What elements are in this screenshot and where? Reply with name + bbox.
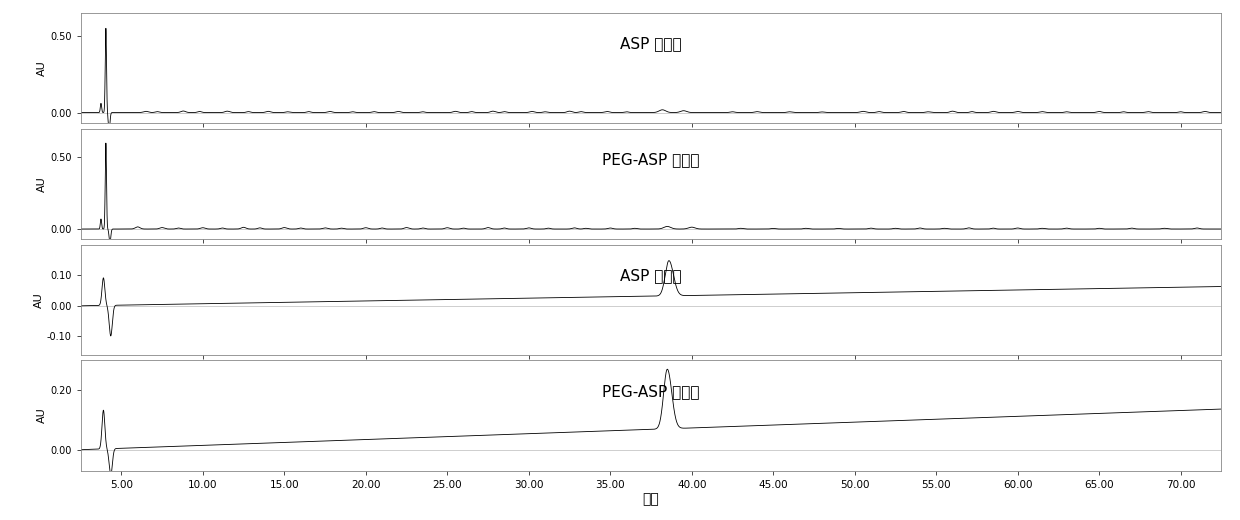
- X-axis label: 分钟: 分钟: [642, 492, 660, 506]
- Text: ASP 酶解前: ASP 酶解前: [620, 268, 682, 283]
- Y-axis label: AU: AU: [37, 408, 47, 423]
- Y-axis label: AU: AU: [37, 176, 47, 192]
- Text: PEG-ASP 酶解前: PEG-ASP 酶解前: [603, 384, 699, 399]
- Text: PEG-ASP 酶解后: PEG-ASP 酶解后: [603, 152, 699, 167]
- Y-axis label: AU: AU: [33, 292, 43, 307]
- Y-axis label: AU: AU: [37, 60, 47, 76]
- Text: ASP 酶解后: ASP 酶解后: [620, 36, 682, 51]
